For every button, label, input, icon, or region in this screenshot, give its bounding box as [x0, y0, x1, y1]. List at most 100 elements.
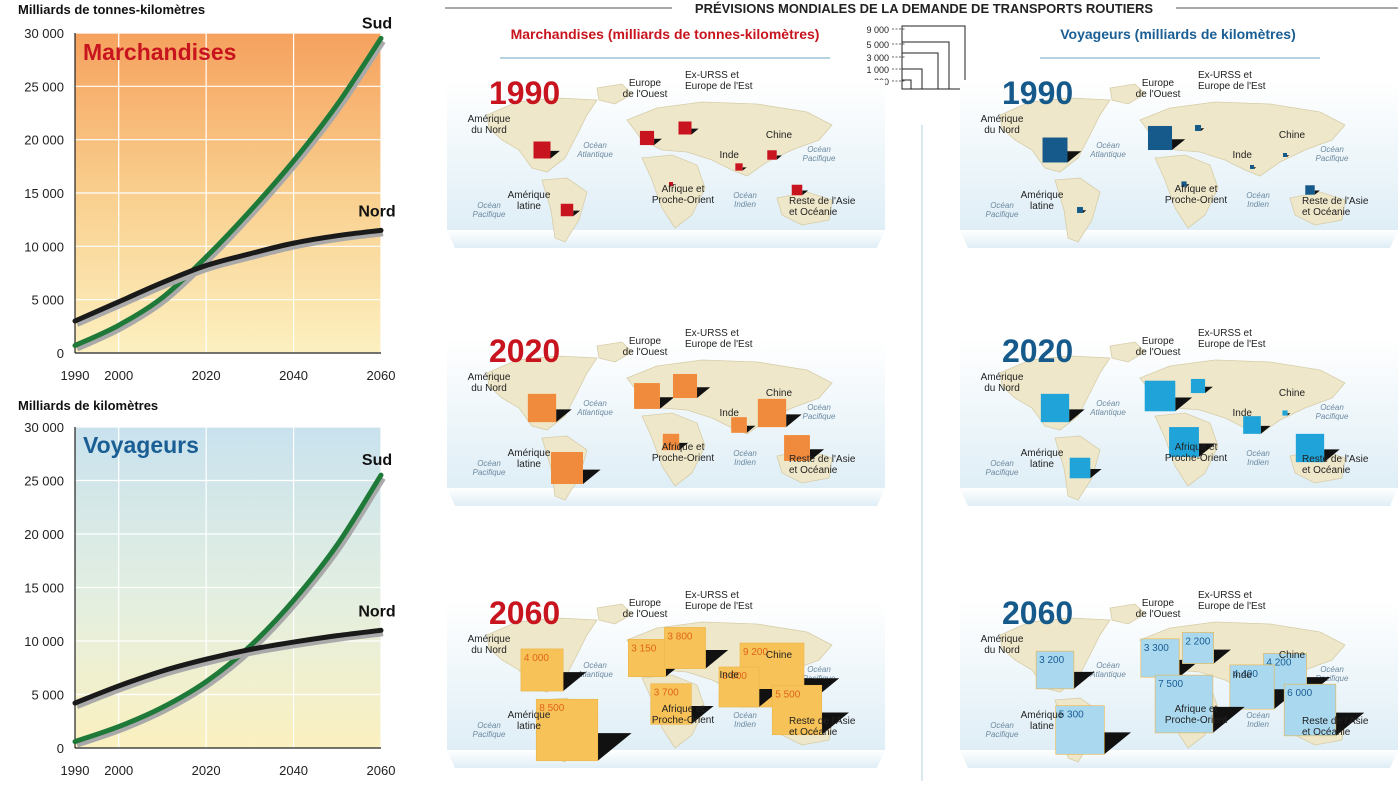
region-label: Amérique latine — [1021, 190, 1064, 212]
region-square — [650, 683, 692, 725]
passenger-line-chart: 0 5 000 10 000 15 000 20 000 25 000 30 000 1990… — [18, 398, 396, 778]
series-label: Sud — [362, 452, 392, 469]
region-label-line: Reste de l'Asie — [1302, 454, 1369, 465]
region-square — [731, 417, 747, 433]
region-square — [533, 141, 551, 159]
y-tick-label: 20 000 — [24, 133, 64, 148]
ocean-label: Océan Indien — [733, 191, 757, 209]
ocean-label-line: Indien — [734, 200, 756, 209]
region-label: Afrique et Proche-Orient — [652, 442, 714, 464]
map-year: 2060 — [489, 595, 560, 631]
region-label-line: Afrique et — [1175, 184, 1218, 195]
ocean-label-line: Pacifique — [803, 154, 836, 163]
square-shadow — [776, 155, 782, 160]
ocean-label-line: Pacifique — [473, 730, 506, 739]
ocean-label-line: Pacifique — [1316, 412, 1349, 421]
square-shadow — [1314, 190, 1320, 195]
scale-label: 1 000 — [866, 65, 889, 75]
region-label: Europe de l'Ouest — [623, 336, 668, 358]
ocean-label-line: Océan — [1096, 399, 1120, 408]
landmass — [486, 97, 598, 173]
region-square — [678, 121, 692, 135]
region-label-line: Proche-Orient — [652, 195, 714, 206]
ocean-label-line: Océan — [1320, 145, 1344, 154]
region-square — [784, 435, 810, 461]
square-shadow — [1198, 443, 1216, 457]
ocean-label-line: Pacifique — [986, 468, 1019, 477]
ocean-label-line: Indien — [734, 720, 756, 729]
ocean-label: Océan Indien — [733, 449, 757, 467]
region-label-line: Europe — [629, 598, 662, 609]
region-square — [757, 398, 787, 428]
y-tick-label: 25 000 — [24, 474, 64, 489]
square-shadow — [597, 733, 632, 761]
region-square — [1140, 638, 1180, 678]
ocean-label-line: Océan — [1320, 403, 1344, 412]
region-label: Reste de l'Asie et Océanie — [789, 196, 856, 218]
region-square — [1040, 393, 1070, 423]
landmass — [776, 191, 833, 226]
region-label: Ex-URSS et Europe de l'Est — [685, 590, 753, 612]
region-label: Reste de l'Asie et Océanie — [1302, 716, 1369, 738]
region-label-line: Europe — [1142, 78, 1175, 89]
region-value-label: 3 200 — [1039, 655, 1064, 666]
region-label-line: et Océanie — [1302, 207, 1351, 218]
x-tick-label: 2060 — [367, 368, 396, 383]
region-label: Inde — [1233, 408, 1253, 419]
square-shadow — [1073, 671, 1095, 689]
region-label-line: Inde — [1233, 408, 1253, 419]
region-label-line: Reste de l'Asie — [1302, 196, 1369, 207]
region-label: Chine — [766, 130, 793, 141]
region-label-line: de l'Ouest — [1136, 347, 1181, 358]
ocean-label-line: Océan — [733, 711, 757, 720]
ocean-label-line: Océan — [990, 201, 1014, 210]
landmass — [1109, 341, 1146, 363]
ocean-label-line: Atlantique — [576, 408, 613, 417]
y-tick-label: 30 000 — [24, 420, 64, 435]
ocean-label-line: Pacifique — [473, 210, 506, 219]
ocean-label: Océan Atlantique — [576, 399, 613, 417]
region-label: Europe de l'Ouest — [1136, 78, 1181, 100]
ocean-label-line: Océan — [583, 399, 607, 408]
region-label: Amérique du Nord — [981, 114, 1024, 136]
y-tick-label: 0 — [57, 346, 64, 361]
region-label-line: Afrique et — [662, 704, 705, 715]
region-label: Ex-URSS et Europe de l'Est — [1198, 590, 1266, 612]
region-label-line: Proche-Orient — [1165, 195, 1227, 206]
region-label-line: Amérique — [468, 372, 511, 383]
region-square — [527, 393, 557, 423]
region-value-label: 4 000 — [524, 653, 549, 664]
scale-square — [901, 68, 923, 90]
region-label: Ex-URSS et Europe de l'Est — [1198, 70, 1266, 92]
landmass — [999, 97, 1111, 173]
ocean-label-line: Atlantique — [576, 670, 613, 679]
region-square — [1069, 457, 1091, 479]
map-year: 2020 — [489, 333, 560, 369]
region-label: Amérique du Nord — [981, 634, 1024, 656]
region-value-label: 3 600 — [722, 671, 747, 682]
region-label: Chine — [1279, 650, 1306, 661]
region-label-line: Ex-URSS et — [685, 328, 739, 339]
ocean-label-line: Océan — [733, 449, 757, 458]
header: PRÉVISIONS MONDIALES DE LA DEMANDE DE TR… — [445, 1, 1398, 781]
series-label: Nord — [358, 603, 395, 620]
region-square — [639, 130, 655, 146]
region-square — [560, 203, 574, 217]
x-tick-label: 2020 — [192, 763, 221, 778]
landmass — [641, 154, 706, 229]
ocean-label-line: Océan — [477, 459, 501, 468]
ocean-label-line: Océan — [583, 661, 607, 670]
region-label: Amérique latine — [1021, 448, 1064, 470]
y-tick-label: 5 000 — [31, 688, 64, 703]
region-label: Chine — [1279, 388, 1306, 399]
region-label-line: Europe — [629, 78, 662, 89]
region-label: Reste de l'Asie et Océanie — [1302, 196, 1369, 218]
region-square — [1182, 632, 1214, 664]
region-label-line: Inde — [720, 408, 740, 419]
